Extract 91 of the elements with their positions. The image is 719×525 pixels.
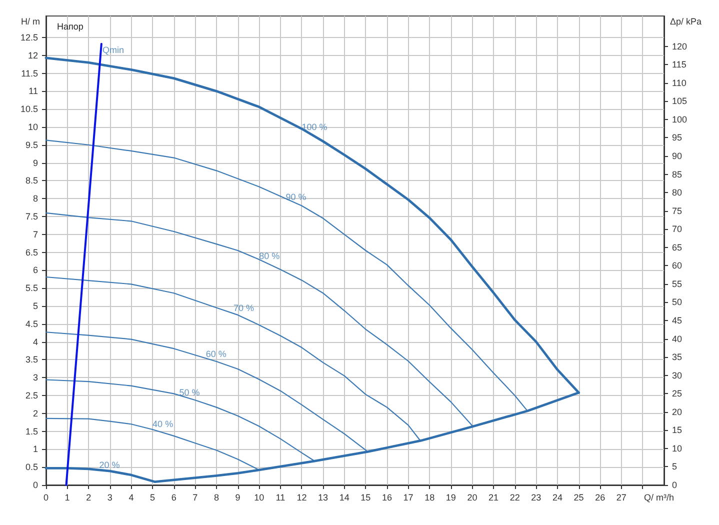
y2-tick-label: 20 bbox=[672, 406, 682, 417]
y2-tick-label: 40 bbox=[672, 334, 682, 344]
annotation: 80 % bbox=[259, 250, 280, 261]
x-tick-label: 20 bbox=[467, 492, 478, 502]
annotation: 40 % bbox=[152, 419, 174, 430]
y2-tick-label: 5 bbox=[672, 462, 678, 472]
x-tick-label: 15 bbox=[360, 492, 371, 502]
y-tick-label: 8.5 bbox=[25, 176, 38, 186]
y-tick-label: 2.5 bbox=[25, 390, 38, 400]
y-tick-label: 10.5 bbox=[20, 104, 38, 114]
y2-tick-label: 110 bbox=[672, 78, 686, 88]
y2-tick-label: 95 bbox=[672, 132, 682, 143]
y-tick-label: 12 bbox=[28, 50, 38, 60]
x-tick-label: 6 bbox=[171, 492, 176, 502]
y2-tick-label: 90 bbox=[672, 151, 682, 162]
x-tick-label: 2 bbox=[86, 492, 92, 502]
annotation: 50 % bbox=[179, 388, 200, 398]
y2-tick-label: 30 bbox=[672, 370, 682, 380]
y-tick-label: 4 bbox=[32, 336, 38, 347]
y-tick-label: 4.5 bbox=[25, 318, 38, 329]
y2-tick-label: 0 bbox=[672, 480, 678, 490]
y2-tick-label: 15 bbox=[672, 425, 682, 436]
x-tick-label: 18 bbox=[424, 492, 435, 502]
y2-tick-label: 120 bbox=[672, 41, 688, 52]
annotation: 20 % bbox=[99, 460, 120, 470]
y-tick-label: 6 bbox=[32, 265, 38, 276]
y-tick-label: 6.5 bbox=[25, 247, 38, 258]
y-tick-label: 5 bbox=[32, 300, 38, 311]
y2-tick-label: 80 bbox=[672, 188, 682, 198]
x-tick-label: 7 bbox=[192, 492, 198, 502]
y2-tick-label: 25 bbox=[672, 388, 682, 399]
x-tick-label: 24 bbox=[552, 492, 562, 502]
x-tick-label: 10 bbox=[254, 492, 264, 502]
y2-tick-label: 35 bbox=[672, 352, 682, 362]
y2-tick-label: 75 bbox=[672, 206, 682, 216]
y-tick-label: 0.5 bbox=[25, 462, 38, 472]
x-axis-title: Q/ m³/h bbox=[644, 492, 674, 502]
y2-tick-label: 60 bbox=[672, 260, 682, 271]
y-tick-label: 12.5 bbox=[20, 32, 38, 42]
y-tick-label: 7.5 bbox=[25, 211, 38, 222]
y-tick-label: 8 bbox=[32, 194, 38, 204]
y2-tick-label: 50 bbox=[672, 297, 682, 308]
y-tick-label: 1 bbox=[32, 444, 38, 454]
y2-tick-label: 45 bbox=[672, 316, 682, 326]
y2-tick-label: 85 bbox=[672, 169, 682, 180]
annotation: 100 % bbox=[302, 122, 328, 132]
x-tick-label: 0 bbox=[43, 492, 49, 502]
x-tick-label: 14 bbox=[339, 492, 350, 502]
y-tick-label: 10 bbox=[28, 122, 38, 132]
y-axis-title: H/ m bbox=[21, 16, 40, 26]
x-tick-label: 16 bbox=[382, 492, 392, 502]
x-tick-label: 5 bbox=[150, 492, 156, 502]
x-tick-label: 23 bbox=[531, 492, 542, 502]
y2-tick-label: 10 bbox=[672, 443, 682, 454]
y2-tick-label: 70 bbox=[672, 224, 682, 234]
x-tick-label: 22 bbox=[510, 492, 520, 502]
x-tick-label: 4 bbox=[128, 492, 134, 502]
y-tick-label: 9.5 bbox=[25, 140, 38, 150]
x-tick-label: 17 bbox=[403, 492, 414, 502]
y-tick-label: 9 bbox=[32, 158, 38, 168]
text: Напор bbox=[57, 22, 84, 32]
y-tick-label: 1.5 bbox=[25, 426, 38, 436]
y-tick-label: 3.5 bbox=[25, 354, 38, 365]
x-tick-label: 21 bbox=[488, 492, 499, 502]
x-tick-label: 11 bbox=[276, 492, 286, 502]
x-tick-label: 9 bbox=[235, 492, 240, 502]
x-tick-label: 19 bbox=[446, 492, 456, 502]
y-tick-label: 0 bbox=[32, 480, 38, 490]
y-tick-label: 2 bbox=[32, 408, 38, 418]
annotation: Qmin bbox=[102, 45, 124, 56]
x-tick-label: 8 bbox=[214, 492, 219, 502]
y-tick-label: 5.5 bbox=[25, 283, 38, 294]
y-tick-label: 11.5 bbox=[21, 68, 38, 78]
y2-tick-label: 55 bbox=[672, 278, 682, 289]
y2-axis-title: Δp/ kPa bbox=[670, 16, 702, 26]
annotation: 70 % bbox=[234, 302, 254, 313]
annotation: 60 % bbox=[206, 348, 226, 359]
x-tick-label: 3 bbox=[107, 492, 112, 502]
y-tick-label: 7 bbox=[32, 229, 38, 240]
y-tick-label: 3 bbox=[32, 372, 38, 383]
x-tick-label: 26 bbox=[595, 492, 606, 502]
x-tick-label: 1 bbox=[64, 492, 70, 502]
y2-tick-label: 115 bbox=[672, 60, 686, 70]
y2-tick-label: 100 bbox=[672, 114, 688, 124]
y2-tick-label: 65 bbox=[672, 242, 682, 252]
x-tick-label: 25 bbox=[574, 492, 584, 502]
x-tick-label: 27 bbox=[616, 492, 626, 502]
x-tick-label: 12 bbox=[296, 492, 307, 502]
y2-tick-label: 105 bbox=[672, 96, 688, 106]
x-tick-label: 13 bbox=[318, 492, 328, 502]
y-tick-label: 11 bbox=[28, 86, 38, 96]
